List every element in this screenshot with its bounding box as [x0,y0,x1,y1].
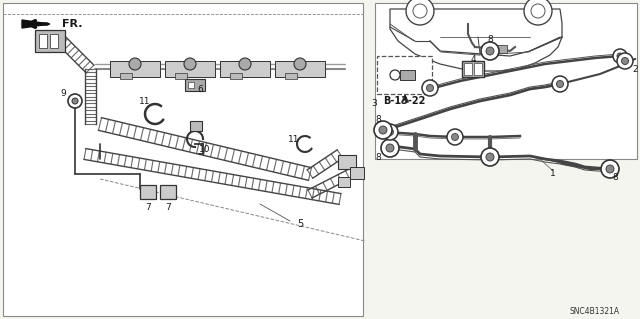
Polygon shape [390,9,562,71]
Circle shape [386,144,394,152]
Bar [338,177,350,187]
Circle shape [387,129,394,136]
Circle shape [379,126,387,134]
Text: 2: 2 [632,64,638,73]
Circle shape [72,98,78,104]
Circle shape [524,0,552,25]
Text: FR.: FR. [62,19,83,29]
Bar [175,73,187,79]
Circle shape [621,57,628,64]
Bar [188,82,194,88]
Circle shape [422,80,438,96]
Bar [400,70,415,80]
Text: 11: 11 [140,97,151,106]
Circle shape [294,58,306,70]
Circle shape [381,139,399,157]
Text: 8: 8 [375,152,381,161]
Bar [185,79,205,91]
Bar [220,61,270,77]
Text: 8: 8 [487,34,493,43]
Text: 7: 7 [145,203,151,211]
Bar [474,63,482,75]
Text: 10: 10 [199,145,211,153]
Bar [140,185,156,199]
Circle shape [426,85,433,92]
Text: 6: 6 [197,85,203,93]
Text: 9: 9 [60,90,66,99]
Bar [190,121,202,131]
Circle shape [531,4,545,18]
Bar [165,61,215,77]
Circle shape [68,94,82,108]
Circle shape [617,53,623,59]
Text: SNC4B1321A: SNC4B1321A [570,307,620,315]
Circle shape [447,129,463,145]
Bar [375,3,637,159]
Bar [50,34,58,48]
Text: 7: 7 [165,203,171,211]
Circle shape [552,76,568,92]
Bar [462,61,484,77]
Bar [338,155,356,169]
Bar [275,61,325,77]
Circle shape [413,4,427,18]
Circle shape [481,148,499,166]
Circle shape [617,53,633,69]
Circle shape [481,42,499,60]
Circle shape [184,58,196,70]
Bar [35,30,65,52]
Circle shape [390,70,400,80]
Text: 11: 11 [288,135,300,144]
Circle shape [382,124,398,140]
Text: 8: 8 [375,115,381,123]
Bar [464,63,472,75]
Bar [377,56,432,94]
Text: 3: 3 [371,99,377,108]
Circle shape [374,121,392,139]
Text: 8: 8 [612,173,618,182]
Circle shape [451,133,458,140]
Text: 1: 1 [550,169,556,179]
Bar [110,61,160,77]
Circle shape [486,47,494,55]
Circle shape [606,165,614,173]
Bar [39,34,47,48]
Bar [285,73,297,79]
Circle shape [239,58,251,70]
Circle shape [601,160,619,178]
Bar [3,3,363,316]
Bar [120,73,132,79]
Bar [495,45,507,53]
Text: 4: 4 [470,55,476,63]
Circle shape [129,58,141,70]
Bar [230,73,242,79]
Bar [350,167,364,179]
Text: 5: 5 [297,219,303,229]
Bar [160,185,176,199]
Circle shape [557,80,563,87]
Circle shape [613,49,627,63]
Circle shape [406,0,434,25]
Text: B-13-22: B-13-22 [383,96,425,106]
Circle shape [486,153,494,161]
Polygon shape [22,20,50,28]
